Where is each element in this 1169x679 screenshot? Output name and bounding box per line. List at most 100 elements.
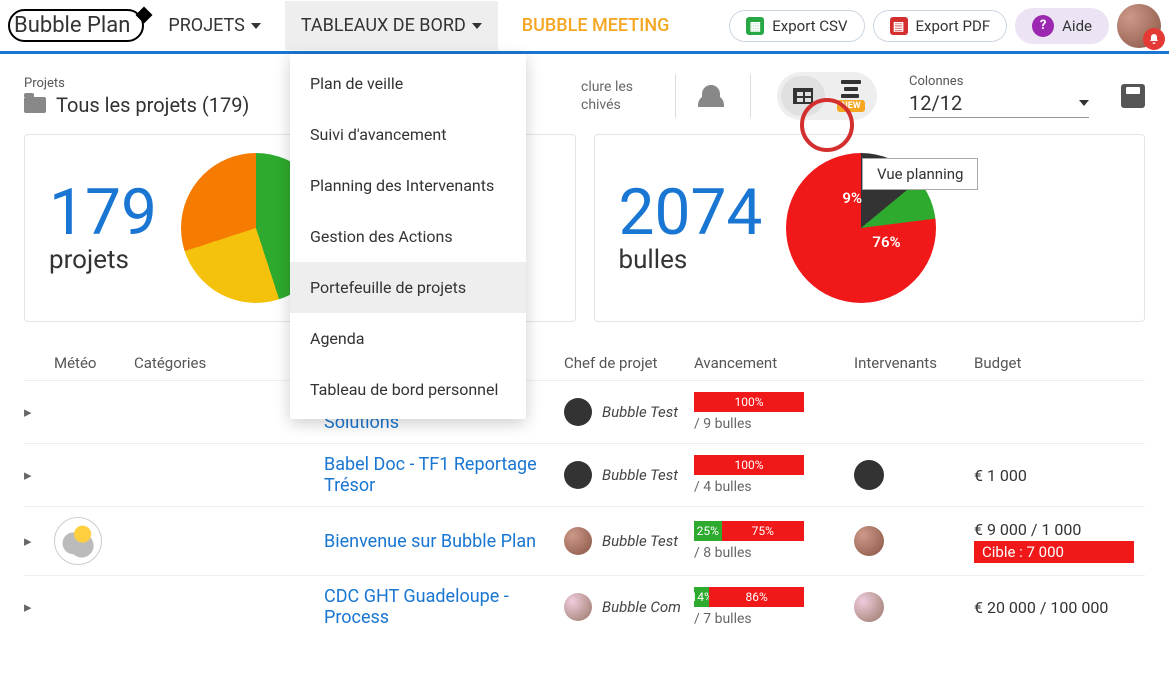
progress-bar: 25%75% <box>694 521 804 541</box>
columns-value: 12/12 <box>909 91 962 115</box>
notification-badge[interactable] <box>1143 28 1165 50</box>
chef-cell: Bubble Com <box>564 593 694 621</box>
progress-segment: 100% <box>694 455 804 475</box>
progress-segment: 75% <box>722 521 805 541</box>
expand-row-button[interactable]: ▸ <box>24 532 54 550</box>
planning-view-button[interactable]: NEW <box>829 76 873 116</box>
intervenants-cell <box>854 460 974 490</box>
dropdown-item[interactable]: Agenda <box>290 313 526 364</box>
chef-avatar <box>564 461 592 489</box>
dropdown-item[interactable]: Gestion des Actions <box>290 211 526 262</box>
budget-target: Cible : 7 000 <box>974 541 1134 563</box>
project-link[interactable]: Bienvenue sur Bubble Plan <box>324 531 564 552</box>
expand-row-button[interactable]: ▸ <box>24 403 54 421</box>
table-row: ▸Approche Suez Circular SolutionsBubble … <box>24 380 1145 443</box>
expand-row-button[interactable]: ▸ <box>24 598 54 616</box>
dropdown-item[interactable]: Suivi d'avancement <box>290 109 526 160</box>
toolbar: Projets Tous les projets (179) clure les… <box>0 54 1169 134</box>
weather-icon <box>54 517 102 565</box>
nav-projets[interactable]: PROJETS <box>152 1 276 50</box>
table-row: ▸ Bienvenue sur Bubble PlanBubble Test25%… <box>24 506 1145 575</box>
grid-icon <box>793 88 813 104</box>
pie-slice-label: 76% <box>872 233 900 251</box>
logo[interactable]: Bubble Plan <box>8 9 144 42</box>
pdf-icon: ▤ <box>890 17 908 35</box>
progress-bar: 14%86% <box>694 587 804 607</box>
project-filter[interactable]: Projets Tous les projets (179) <box>24 76 324 117</box>
pie-slice-label: 9% <box>842 189 862 207</box>
project-link[interactable]: Babel Doc - TF1 Reportage Trésor <box>324 454 564 496</box>
dropdown-item[interactable]: Planning des Intervenants <box>290 160 526 211</box>
meteo-cell <box>54 517 134 565</box>
dropdown-item[interactable]: Tableau de bord personnel <box>290 364 526 415</box>
advancement-cell: 100% / 4 bulles <box>694 455 854 495</box>
chevron-down-icon <box>251 23 261 29</box>
column-header: Chef de projet <box>564 354 694 372</box>
nav-bubble-meeting[interactable]: BUBBLE MEETING <box>506 1 686 50</box>
intervenants-cell <box>854 592 974 622</box>
advancement-cell: 100% / 9 bulles <box>694 392 854 432</box>
budget-cell: € 1 000 <box>974 466 1134 485</box>
chef-avatar <box>564 398 592 426</box>
column-header <box>24 354 54 372</box>
logo-accent <box>136 7 153 24</box>
help-icon: ? <box>1032 15 1054 37</box>
progress-subtext: / 7 bulles <box>694 611 854 627</box>
help-button[interactable]: ? Aide <box>1015 8 1109 44</box>
progress-bar: 100% <box>694 392 804 412</box>
chef-avatar <box>564 527 592 555</box>
project-filter-value: Tous les projets (179) <box>56 93 249 117</box>
divider <box>675 74 676 118</box>
projects-table: MétéoCatégoriesChef de projetAvancementI… <box>0 336 1169 638</box>
progress-segment: 86% <box>709 587 804 607</box>
advancement-cell: 14%86% / 7 bulles <box>694 587 854 627</box>
save-button[interactable] <box>1121 84 1145 108</box>
grid-view-button[interactable] <box>781 76 825 116</box>
chef-cell: Bubble Test <box>564 527 694 555</box>
chef-name: Bubble Test <box>602 403 678 421</box>
bubbles-count: 2074 <box>619 181 763 245</box>
progress-segment: 25% <box>694 521 722 541</box>
column-header: Météo <box>54 354 134 372</box>
export-csv-button[interactable]: ▦ Export CSV <box>729 10 864 42</box>
budget-value: € 20 000 / 100 000 <box>974 598 1134 617</box>
project-filter-label: Projets <box>24 76 324 91</box>
column-header: Avancement <box>694 354 854 372</box>
intervenant-avatar <box>854 460 884 490</box>
projects-label: projets <box>49 245 157 275</box>
export-pdf-button[interactable]: ▤ Export PDF <box>873 10 1008 42</box>
project-link[interactable]: CDC GHT Guadeloupe - Process <box>324 586 564 628</box>
progress-subtext: / 4 bulles <box>694 479 854 495</box>
nav-tableaux-de-bord[interactable]: TABLEAUX DE BORD <box>285 1 498 50</box>
table-body: ▸Approche Suez Circular SolutionsBubble … <box>24 380 1145 638</box>
column-header: Intervenants <box>854 354 974 372</box>
person-icon <box>702 85 720 103</box>
user-avatar[interactable] <box>1117 4 1161 48</box>
chef-name: Bubble Test <box>602 466 678 484</box>
table-header: MétéoCatégoriesChef de projetAvancementI… <box>24 346 1145 380</box>
columns-select[interactable]: Colonnes 12/12 <box>909 74 1089 118</box>
budget-cell: € 9 000 / 1 000 Cible : 7 000 <box>974 520 1134 563</box>
person-filter-button[interactable] <box>702 85 724 107</box>
chevron-down-icon <box>1079 100 1089 106</box>
table-row: ▸ Babel Doc - TF1 Reportage Trésor Bubble … <box>24 443 1145 506</box>
progress-subtext: / 9 bulles <box>694 416 854 432</box>
projects-count: 179 <box>49 181 157 245</box>
progress-segment: 14% <box>694 587 709 607</box>
budget-cell: € 20 000 / 100 000 <box>974 598 1134 617</box>
progress-segment: 100% <box>694 392 804 412</box>
dropdown-item[interactable]: Portefeuille de projets <box>290 262 526 313</box>
expand-row-button[interactable]: ▸ <box>24 466 54 484</box>
export-csv-label: Export CSV <box>772 17 847 35</box>
columns-label: Colonnes <box>909 74 1089 89</box>
chef-avatar <box>564 593 592 621</box>
chef-name: Bubble Com <box>602 598 681 616</box>
dropdown-item[interactable]: Plan de veille <box>290 58 526 109</box>
planning-icon <box>841 80 861 98</box>
new-badge: NEW <box>837 100 864 112</box>
advancement-cell: 25%75%/ 8 bulles <box>694 521 854 561</box>
export-pdf-label: Export PDF <box>916 17 991 35</box>
budget-value: € 9 000 / 1 000 <box>974 520 1134 539</box>
intervenant-avatar <box>854 592 884 622</box>
progress-bar: 100% <box>694 455 804 475</box>
